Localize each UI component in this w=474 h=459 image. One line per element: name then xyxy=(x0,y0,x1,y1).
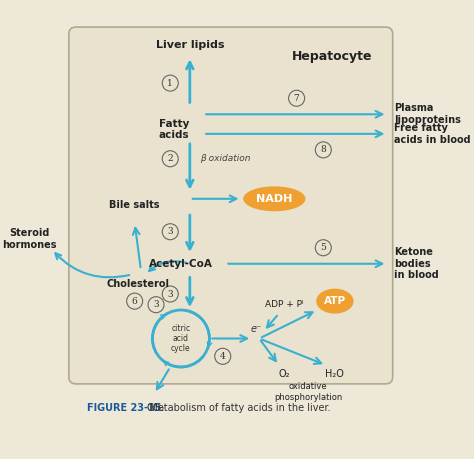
Text: β oxidation: β oxidation xyxy=(201,154,251,163)
Text: Metabolism of fatty acids in the liver.: Metabolism of fatty acids in the liver. xyxy=(143,403,330,413)
Text: 4: 4 xyxy=(220,352,226,361)
Text: FIGURE 23-15: FIGURE 23-15 xyxy=(88,403,162,413)
Text: 7: 7 xyxy=(294,94,300,103)
Text: 3: 3 xyxy=(167,227,173,236)
Text: Free fatty
acids in blood: Free fatty acids in blood xyxy=(394,123,471,145)
Text: e⁻: e⁻ xyxy=(251,324,262,334)
Text: Plasma
lipoproteins: Plasma lipoproteins xyxy=(394,103,461,125)
Text: 3: 3 xyxy=(167,290,173,298)
Text: 6: 6 xyxy=(132,297,137,306)
Text: H₂O: H₂O xyxy=(326,369,344,379)
Text: ADP + Pᴵ: ADP + Pᴵ xyxy=(265,300,303,309)
FancyBboxPatch shape xyxy=(69,27,392,384)
Text: citric
acid
cycle: citric acid cycle xyxy=(171,324,191,353)
Text: O₂: O₂ xyxy=(278,369,290,379)
Text: Acetyl-CoA: Acetyl-CoA xyxy=(149,259,213,269)
Ellipse shape xyxy=(243,186,306,211)
Text: Liver lipids: Liver lipids xyxy=(155,40,224,50)
Text: Steroid
hormones: Steroid hormones xyxy=(2,228,57,250)
Text: Hepatocyte: Hepatocyte xyxy=(292,50,373,63)
Text: oxidative
phosphorylation: oxidative phosphorylation xyxy=(274,382,342,402)
Text: Bile salts: Bile salts xyxy=(109,201,160,210)
Text: CO₂: CO₂ xyxy=(147,403,165,413)
Ellipse shape xyxy=(316,289,354,313)
Text: 2: 2 xyxy=(167,154,173,163)
Text: Cholesterol: Cholesterol xyxy=(107,279,170,289)
Text: 1: 1 xyxy=(167,78,173,88)
Text: Ketone
bodies
in blood: Ketone bodies in blood xyxy=(394,247,439,280)
Text: ATP: ATP xyxy=(324,296,346,306)
Text: 5: 5 xyxy=(320,243,326,252)
Text: NADH: NADH xyxy=(256,194,292,204)
Text: 3: 3 xyxy=(153,300,159,309)
Text: 8: 8 xyxy=(320,146,326,154)
Text: Fatty
acids: Fatty acids xyxy=(158,119,189,140)
